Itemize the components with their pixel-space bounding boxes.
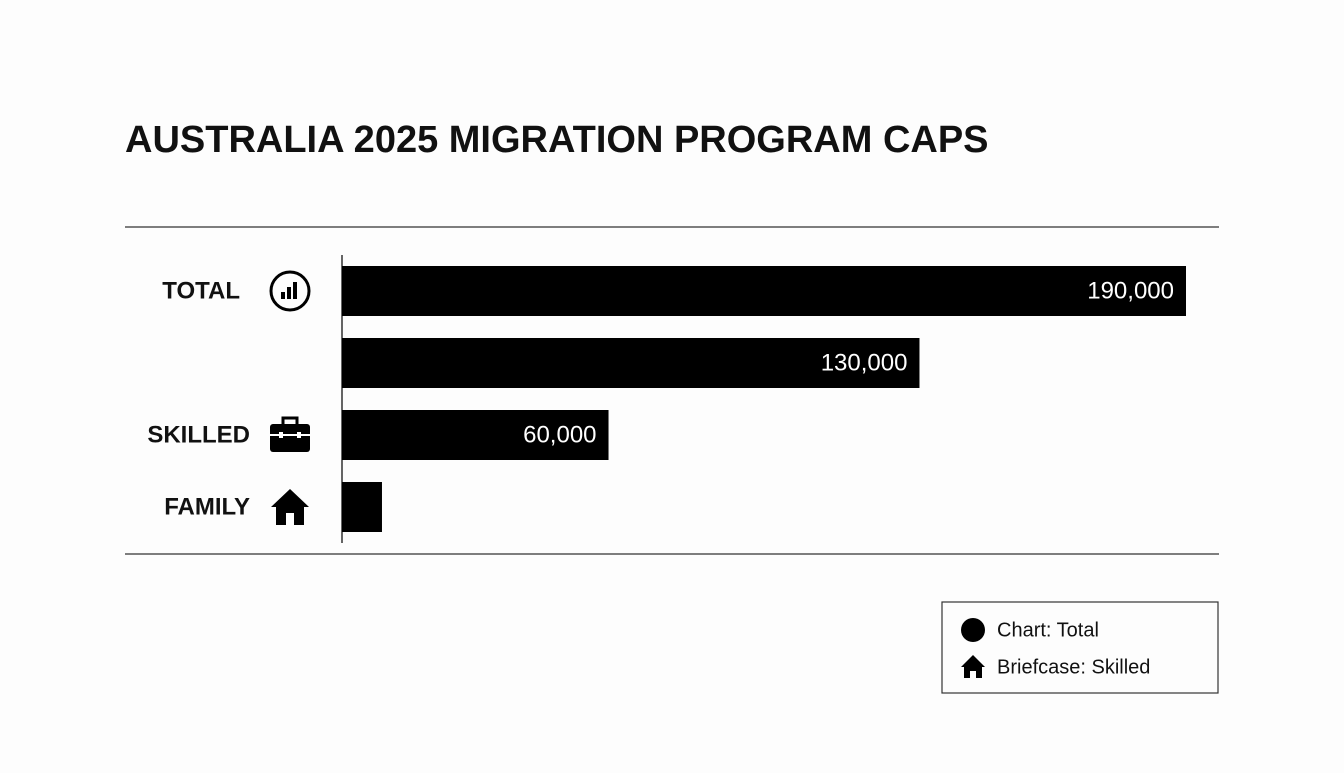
house-icon	[271, 489, 309, 525]
briefcase-icon	[270, 416, 310, 452]
legend-label: Briefcase: Skilled	[997, 656, 1150, 678]
legend-icon	[961, 618, 985, 642]
value-label: 60,000	[523, 421, 596, 448]
category-label: SKILLED	[147, 421, 250, 448]
value-label: 190,000	[1087, 277, 1174, 304]
chart-icon	[269, 270, 311, 312]
bar	[342, 338, 920, 388]
legend-label: Chart: Total	[997, 619, 1099, 641]
bar	[342, 482, 382, 532]
chart-title: AUSTRALIA 2025 MIGRATION PROGRAM CAPS	[125, 119, 989, 161]
category-label: TOTAL	[162, 277, 240, 304]
legend-icon	[961, 655, 985, 678]
category-label: FAMILY	[164, 493, 250, 520]
legend-box	[941, 601, 1219, 694]
bar	[342, 266, 1186, 316]
value-label: 130,000	[821, 349, 908, 376]
bar	[342, 410, 609, 460]
